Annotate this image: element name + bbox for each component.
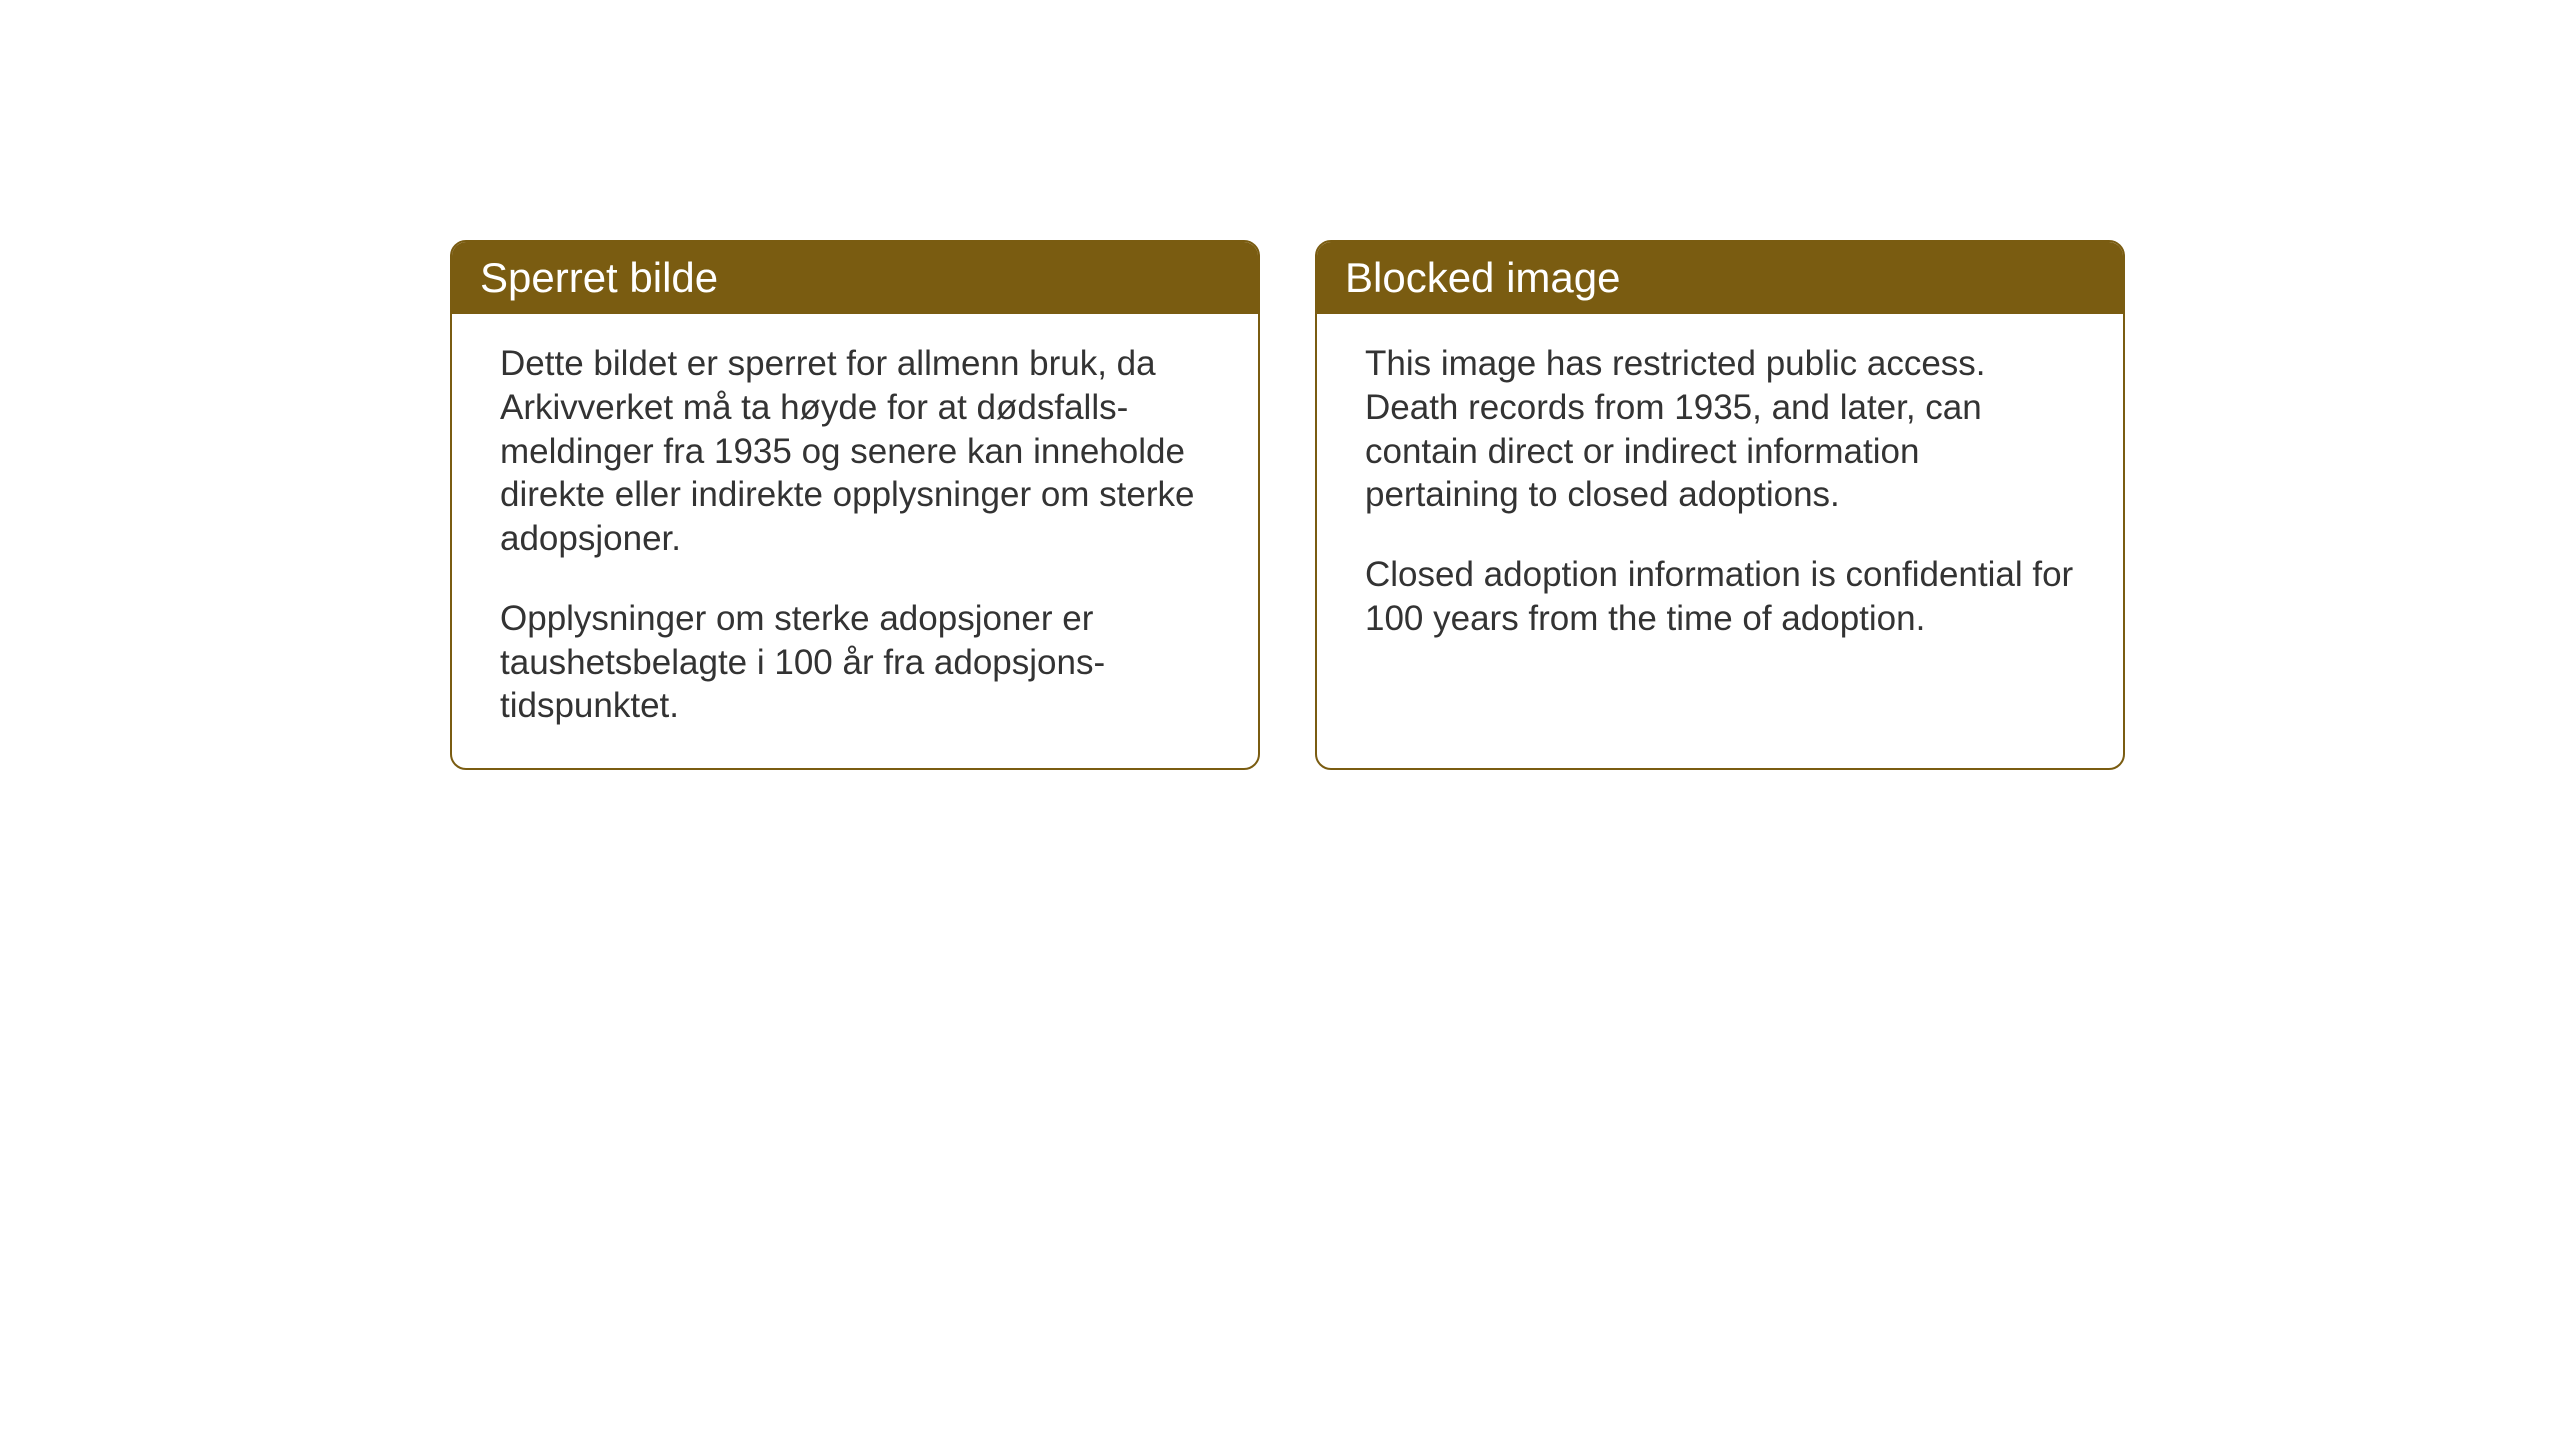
- card-title: Sperret bilde: [480, 254, 718, 301]
- notice-paragraph-2: Closed adoption information is confident…: [1365, 553, 2075, 641]
- card-header-english: Blocked image: [1317, 242, 2123, 314]
- notice-card-english: Blocked image This image has restricted …: [1315, 240, 2125, 770]
- notice-paragraph-2: Opplysninger om sterke adopsjoner er tau…: [500, 597, 1210, 728]
- card-title: Blocked image: [1345, 254, 1620, 301]
- card-body-english: This image has restricted public access.…: [1317, 314, 2123, 681]
- notice-card-norwegian: Sperret bilde Dette bildet er sperret fo…: [450, 240, 1260, 770]
- notice-paragraph-1: Dette bildet er sperret for allmenn bruk…: [500, 342, 1210, 561]
- notice-paragraph-1: This image has restricted public access.…: [1365, 342, 2075, 517]
- notice-cards-container: Sperret bilde Dette bildet er sperret fo…: [450, 240, 2125, 770]
- card-header-norwegian: Sperret bilde: [452, 242, 1258, 314]
- card-body-norwegian: Dette bildet er sperret for allmenn bruk…: [452, 314, 1258, 768]
